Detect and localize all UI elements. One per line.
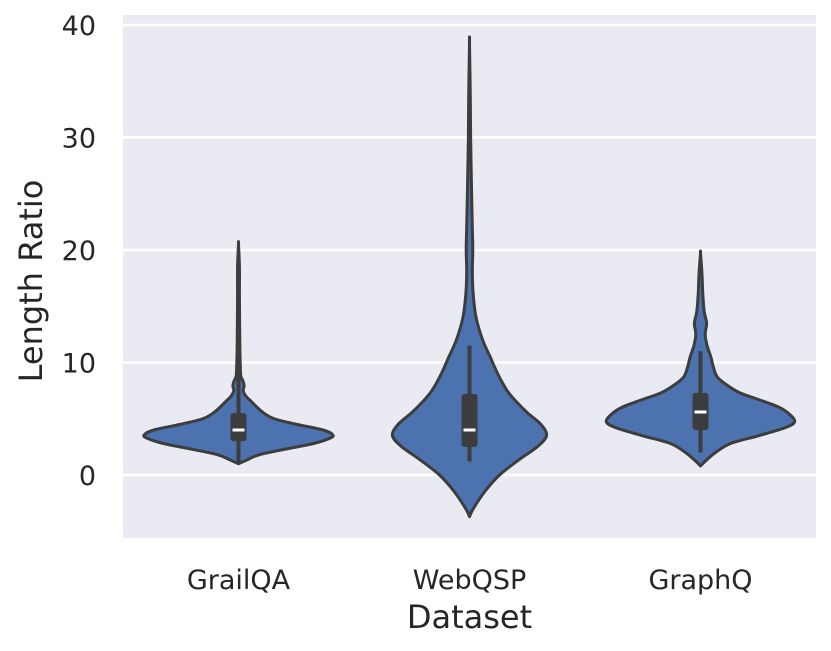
y-tick-label-10: 10 <box>62 349 96 380</box>
x-tick-label-graphq: GraphQ <box>648 565 752 596</box>
y-tick-label-40: 40 <box>62 11 96 42</box>
x-axis-title: Dataset <box>407 598 532 636</box>
violin-grailqa <box>142 240 335 466</box>
iqr-box-grailqa <box>230 413 247 442</box>
x-tick-label-webqsp: WebQSP <box>413 565 527 596</box>
y-tick-label-0: 0 <box>79 461 96 492</box>
y-tick-labels: 0 10 20 30 40 <box>62 11 96 492</box>
violin-graphq <box>604 249 797 468</box>
y-tick-label-20: 20 <box>62 236 96 267</box>
y-axis-title: Length Ratio <box>12 180 50 383</box>
y-tick-label-30: 30 <box>62 124 96 155</box>
x-tick-label-grailqa: GrailQA <box>187 565 291 596</box>
violin-webqsp <box>390 35 549 519</box>
x-tick-labels: GrailQA WebQSP GraphQ <box>187 565 753 596</box>
violin-body-webqsp <box>390 35 549 519</box>
iqr-box-webqsp <box>461 394 478 447</box>
violins <box>142 35 797 519</box>
